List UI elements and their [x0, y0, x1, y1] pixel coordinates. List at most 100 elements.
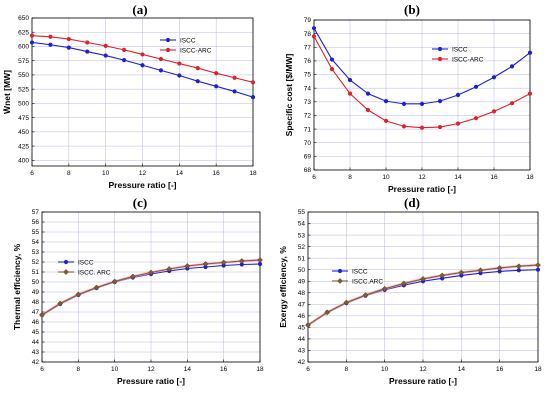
y-tick-label: 51: [32, 269, 40, 276]
x-tick-label: 12: [147, 366, 155, 373]
data-point: [478, 271, 483, 276]
data-point: [177, 73, 182, 78]
y-tick-label: 625: [18, 29, 29, 36]
x-tick-label: 6: [40, 366, 44, 373]
data-point: [329, 57, 335, 62]
data-point: [184, 263, 191, 269]
data-point: [93, 284, 100, 291]
y-tick-label: 49: [298, 278, 306, 285]
legend-label: ISCC. ARC: [78, 269, 111, 276]
y-tick-label: 78: [304, 31, 312, 38]
data-point: [195, 65, 200, 71]
y-tick-label: 69: [304, 154, 312, 161]
x-axis-title: Pressure ratio [-]: [108, 180, 176, 190]
data-point: [85, 49, 90, 54]
data-point: [66, 36, 71, 42]
legend-label: ISCC-ARC: [452, 56, 484, 63]
x-tick-label: 12: [418, 174, 426, 181]
x-tick-label: 12: [419, 366, 427, 373]
panel-label: (b): [404, 2, 420, 17]
y-tick-label: 600: [18, 44, 29, 51]
data-point: [202, 261, 209, 267]
y-tick-label: 47: [298, 302, 306, 309]
y-tick-label: 46: [32, 319, 40, 326]
data-point: [29, 33, 35, 38]
chart-panel-1: 400 425 450 475 500 525 550 575 600 625 650 6 8 10 12 1…: [2, 2, 257, 190]
data-point: [477, 267, 484, 274]
data-point: [311, 34, 317, 39]
data-point: [158, 68, 164, 73]
legend: ISCC ISCC-ARC: [160, 37, 212, 54]
x-tick-label: 16: [490, 174, 498, 181]
x-tick-label: 18: [526, 174, 534, 181]
data-point: [458, 269, 465, 276]
y-tick-label: 51: [298, 255, 306, 262]
data-point: [48, 34, 53, 39]
data-point: [66, 45, 71, 50]
data-point: [257, 261, 263, 267]
data-point: [329, 66, 335, 72]
data-point: [140, 52, 145, 57]
data-point: [195, 79, 200, 84]
y-tick-label: 71: [304, 126, 312, 133]
data-point: [121, 58, 127, 63]
panel-label: (c): [133, 195, 147, 210]
data-point: [85, 40, 90, 45]
y-tick-label: 43: [298, 348, 306, 355]
y-tick-label: 55: [32, 229, 40, 236]
legend-label: ISCC-ARC: [180, 47, 212, 54]
data-point: [420, 276, 426, 282]
x-tick-label: 6: [312, 174, 316, 181]
data-point: [381, 285, 388, 292]
data-point: [509, 64, 515, 69]
y-tick-label: 50: [298, 267, 306, 274]
y-tick-label: 400: [18, 158, 29, 165]
y-tick-label: 575: [18, 58, 29, 65]
y-tick-label: 54: [298, 221, 306, 228]
y-tick-label: 475: [18, 115, 29, 122]
legend-marker: [165, 37, 171, 43]
data-point: [57, 300, 64, 307]
legend-marker: [63, 259, 69, 265]
data-point: [29, 40, 35, 45]
data-point: [75, 291, 82, 298]
data-point: [39, 312, 45, 318]
data-point: [311, 26, 317, 31]
x-tick-label: 16: [213, 170, 221, 177]
x-axis-title: Pressure ratio [-]: [388, 184, 456, 194]
legend-marker: [63, 269, 69, 275]
y-tick-label: 79: [304, 17, 312, 24]
y-axis-title: Exergy efficiency, %: [278, 246, 288, 328]
y-tick-label: 42: [298, 359, 306, 366]
x-tick-label: 14: [454, 174, 462, 181]
data-point: [257, 257, 263, 263]
data-point: [527, 50, 533, 55]
data-point: [419, 125, 425, 130]
y-tick-label: 77: [304, 44, 312, 51]
y-tick-label: 46: [298, 313, 306, 320]
legend: ISCC ISCC. ARC: [58, 259, 111, 276]
series-iscc: [311, 26, 533, 106]
data-point: [343, 299, 350, 306]
x-tick-label: 18: [256, 366, 264, 373]
chart-panel-4: 42 43 44 45 46 47 48 49 50 51 52 53 54 55 6 8 10 12 14 16 18…: [278, 195, 542, 386]
y-tick-label: 43: [32, 349, 40, 356]
series-iscc-arc: [305, 262, 541, 328]
y-tick-label: 72: [304, 113, 312, 120]
data-point: [232, 89, 237, 94]
data-point: [516, 268, 521, 273]
y-tick-label: 68: [304, 167, 312, 174]
data-point: [305, 322, 311, 328]
data-point: [473, 116, 479, 121]
legend: ISCC ISCC.ARC: [332, 268, 383, 285]
y-tick-label: 44: [298, 336, 306, 343]
x-tick-label: 10: [381, 366, 389, 373]
data-point: [440, 276, 445, 281]
legend-marker: [437, 56, 443, 62]
y-tick-label: 45: [298, 325, 306, 332]
y-tick-label: 53: [298, 232, 306, 239]
y-tick-label: 45: [32, 329, 40, 336]
y-axis-title: Specific cost [$/MW]: [284, 54, 294, 137]
x-axis-title: Pressure ratio [-]: [117, 376, 185, 386]
